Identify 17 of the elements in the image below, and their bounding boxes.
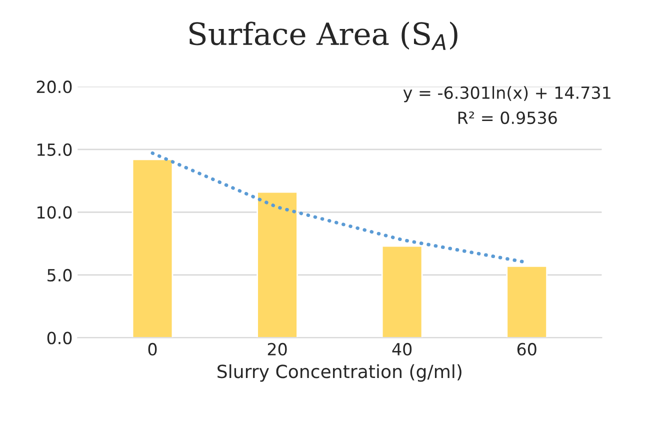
annotation: R² = 0.9536	[458, 111, 557, 124]
bar	[132, 158, 174, 338]
chart-title: Surface Area (S$_{A}$)	[189, 22, 458, 50]
y-tick-label: 10.0	[38, 206, 72, 219]
x-tick-label: 0	[148, 342, 157, 356]
annotation: y = -6.301ln(x) + 14.731	[403, 86, 610, 102]
x-axis-title: Slurry Concentration (g/ml)	[218, 364, 462, 382]
bar	[506, 265, 548, 338]
y-tick-label: 5.0	[48, 268, 72, 282]
y-tick-label: 15.0	[38, 143, 72, 156]
x-tick-label: 60	[517, 342, 536, 356]
bar	[381, 245, 423, 338]
x-tick-label: 40	[392, 342, 412, 356]
y-tick-label: 20.0	[36, 80, 72, 94]
y-tick-label: 0.0	[47, 332, 72, 344]
x-tick-label: 20	[268, 342, 287, 356]
bar	[256, 191, 298, 338]
